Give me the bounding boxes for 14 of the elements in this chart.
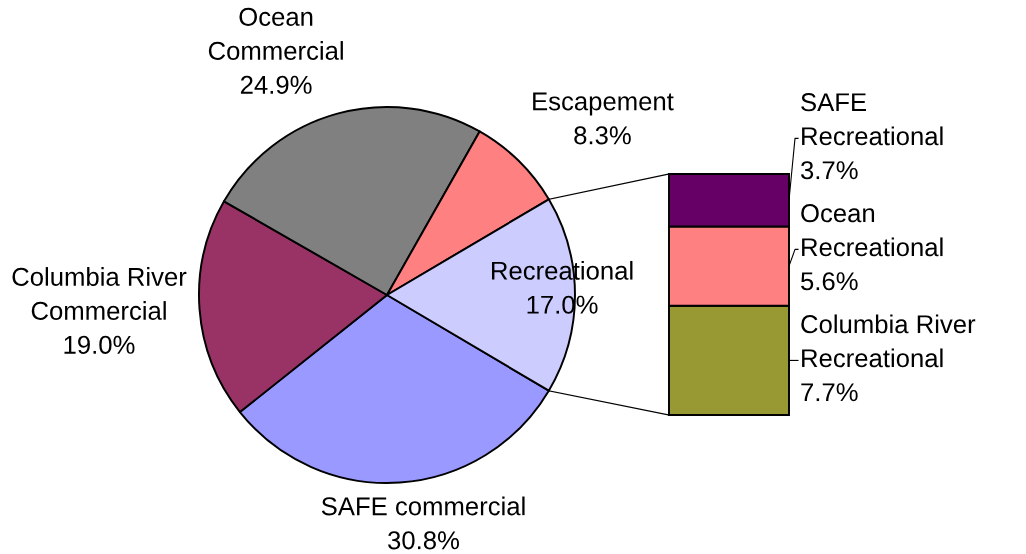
slice-label: SAFE commercial (321, 496, 525, 516)
data-label: 19.0% (64, 335, 135, 354)
series-label: SAFE Recreational (801, 93, 943, 146)
data-label: 3.7% (800, 161, 858, 180)
slice-label: Ocean Commercial (208, 7, 343, 60)
data-label: 5.6% (801, 272, 858, 291)
data-label: 24.9% (240, 75, 312, 94)
slice-label: Escapement (533, 92, 674, 116)
slice-label: Columbia River Commercial (12, 267, 187, 320)
data-label: 30.8% (388, 531, 459, 550)
data-label: 7.7% (801, 383, 858, 402)
series-label: Ocean Recreational (801, 204, 943, 257)
series-label: Columbia River Recreational (801, 314, 976, 368)
data-label: 8.3% (574, 126, 631, 145)
